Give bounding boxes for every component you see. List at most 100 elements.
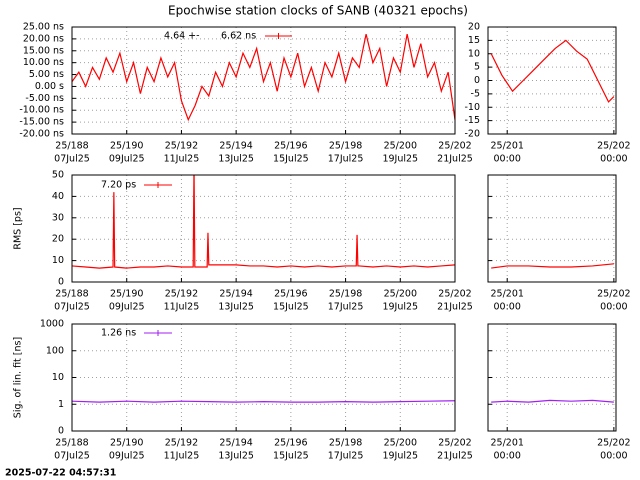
x-tick-label: 25/198 [329, 141, 362, 152]
x-tick-sublabel: 13Jul25 [218, 451, 254, 462]
plot-frame [487, 26, 617, 135]
y-tick-label: 30 [52, 212, 64, 223]
y-tick-label: 5.00 ns [29, 69, 64, 80]
y-tick-label: 25.00 ns [23, 22, 64, 33]
x-tick-label: 25/190 [110, 141, 143, 152]
y-tick-label: 20 [52, 234, 64, 245]
x-tick-label: 25/201 [490, 141, 523, 152]
y-tick-label: -15.00 ns [19, 117, 64, 128]
x-tick-sublabel: 00:00 [494, 154, 521, 165]
data-line [490, 39, 615, 103]
y-tick-label: 10 [52, 255, 64, 266]
x-tick-label: 25/188 [55, 438, 88, 449]
x-tick-sublabel: 00:00 [600, 451, 627, 462]
data-line [72, 400, 455, 403]
x-tick-label: 25/202 [438, 438, 471, 449]
legend-label: 1.26 ns [101, 328, 136, 339]
y-tick-label: 15.00 ns [23, 45, 64, 56]
y-tick-label: 20.00 ns [23, 33, 64, 44]
x-tick-sublabel: 00:00 [600, 154, 627, 165]
plot-frame [487, 174, 617, 283]
x-tick-sublabel: 11Jul25 [164, 451, 200, 462]
legend-marker [275, 33, 282, 39]
x-tick-label: 25/190 [110, 438, 143, 449]
plot-frame [71, 323, 456, 432]
y-tick-label: -5.00 ns [25, 93, 64, 104]
plot-frame [71, 26, 456, 135]
x-tick-sublabel: 09Jul25 [109, 154, 145, 165]
plot-frame [71, 174, 456, 283]
y-tick-label: -10.00 ns [19, 105, 64, 116]
x-tick-label: 25/188 [55, 289, 88, 300]
x-tick-label: 25/188 [55, 141, 88, 152]
x-tick-label: 25/194 [219, 289, 252, 300]
x-tick-label: 25/198 [329, 289, 362, 300]
y-tick-label: 50 [52, 170, 64, 181]
y-axis-label: RMS [ps] [13, 207, 24, 249]
y-tick-label: -10 [464, 102, 480, 113]
x-tick-label: 25/194 [219, 438, 252, 449]
x-tick-sublabel: 17Jul25 [328, 154, 364, 165]
x-tick-label: 25/200 [384, 289, 417, 300]
legend-label: 7.20 ps [101, 180, 136, 191]
y-tick-label: -15 [464, 115, 480, 126]
y-tick-label: 5 [474, 62, 480, 73]
legend-note: 4.64 +- [164, 31, 200, 42]
x-tick-label: 25/196 [274, 289, 307, 300]
x-tick-sublabel: 09Jul25 [109, 451, 145, 462]
x-tick-label: 25/194 [219, 141, 252, 152]
y-tick-label: 0 [474, 75, 480, 86]
x-tick-label: 25/202 [597, 141, 630, 152]
y-tick-label: 10 [468, 48, 480, 59]
chart-title: Epochwise station clocks of SANB (40321 … [168, 4, 468, 18]
data-line [72, 33, 455, 122]
legend-marker [155, 182, 161, 188]
x-tick-sublabel: 13Jul25 [218, 154, 254, 165]
x-tick-label: 25/202 [438, 289, 471, 300]
x-tick-label: 25/192 [165, 438, 198, 449]
y-tick-label: 10 [52, 372, 64, 383]
x-tick-sublabel: 19Jul25 [382, 451, 418, 462]
y-tick-label: 0 [58, 277, 64, 288]
y-tick-label: 10.00 ns [23, 57, 64, 68]
x-tick-sublabel: 21Jul25 [437, 451, 473, 462]
x-tick-sublabel: 00:00 [494, 302, 521, 313]
x-tick-label: 25/196 [274, 141, 307, 152]
x-tick-label: 25/200 [384, 438, 417, 449]
y-tick-label: -20 [464, 129, 480, 140]
x-tick-label: 25/202 [597, 438, 630, 449]
x-tick-sublabel: 00:00 [494, 451, 521, 462]
x-tick-label: 25/200 [384, 141, 417, 152]
x-tick-sublabel: 00:00 [600, 302, 627, 313]
x-tick-sublabel: 17Jul25 [328, 451, 364, 462]
x-tick-sublabel: 21Jul25 [437, 302, 473, 313]
y-axis-label: Sig. of lin. fit [ns] [13, 337, 24, 418]
x-tick-label: 25/192 [165, 141, 198, 152]
data-line [72, 175, 455, 269]
x-tick-label: 25/202 [597, 289, 630, 300]
y-tick-label: 15 [468, 35, 480, 46]
x-tick-label: 25/196 [274, 438, 307, 449]
x-tick-sublabel: 21Jul25 [437, 154, 473, 165]
y-tick-label: 40 [52, 191, 64, 202]
x-tick-label: 25/198 [329, 438, 362, 449]
x-tick-label: 25/201 [490, 438, 523, 449]
y-tick-label: 100 [46, 345, 64, 356]
y-tick-label: 1000 [40, 319, 64, 330]
y-tick-label: 1 [58, 399, 64, 410]
x-tick-sublabel: 19Jul25 [382, 302, 418, 313]
y-tick-label: -5 [471, 88, 480, 99]
x-tick-sublabel: 17Jul25 [328, 302, 364, 313]
x-tick-sublabel: 13Jul25 [218, 302, 254, 313]
x-tick-sublabel: 11Jul25 [164, 154, 200, 165]
y-tick-label: 20 [468, 22, 480, 33]
x-tick-sublabel: 07Jul25 [54, 451, 90, 462]
plot-frame [487, 323, 617, 432]
timestamp: 2025-07-22 04:57:31 [5, 468, 116, 479]
x-tick-label: 25/202 [438, 141, 471, 152]
x-tick-sublabel: 07Jul25 [54, 154, 90, 165]
x-tick-label: 25/192 [165, 289, 198, 300]
data-line [491, 399, 614, 403]
